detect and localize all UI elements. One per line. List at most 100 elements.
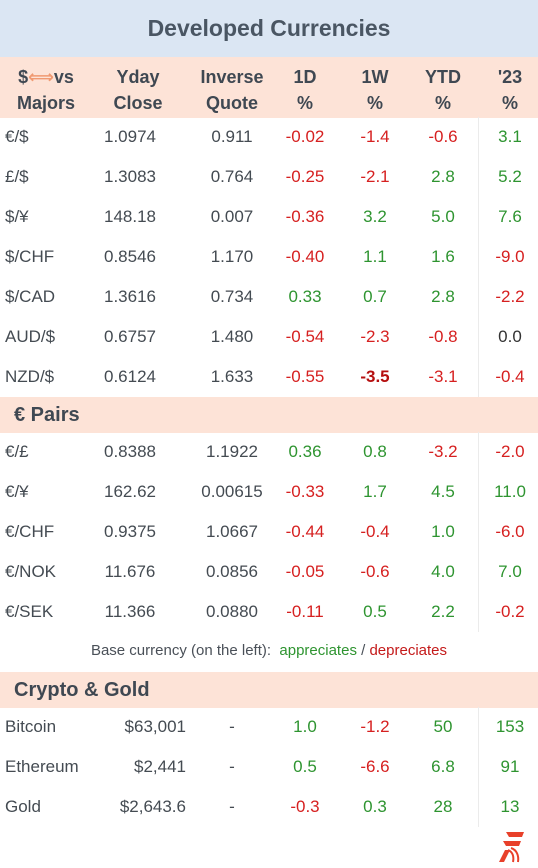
pair-name: AUD/$ xyxy=(5,327,56,346)
table-row: €/SEK 11.366 0.0880 -0.11 0.5 2.2 -0.2 xyxy=(0,592,538,632)
change-2023: 0.0 xyxy=(498,327,522,346)
change-2023: 91 xyxy=(500,757,520,776)
change-1d: -0.40 xyxy=(285,247,325,266)
page-title: Developed Currencies xyxy=(147,15,391,41)
color-legend: Base currency (on the left): appreciates… xyxy=(90,642,448,659)
yday-close: 11.676 xyxy=(104,562,156,581)
table-row: NZD/$ 0.6124 1.633 -0.55 -3.5 -3.1 -0.4 xyxy=(0,357,538,397)
change-1d: -0.11 xyxy=(286,602,324,621)
column-divider xyxy=(478,432,479,632)
column-divider xyxy=(478,117,479,397)
change-1d: 1.0 xyxy=(293,717,317,736)
table-row: $/CAD 1.3616 0.734 0.33 0.7 2.8 -2.2 xyxy=(0,277,538,317)
col-ytd-header: YTD% xyxy=(425,67,461,113)
change-2023: -0.4 xyxy=(495,367,525,386)
change-1d: 0.5 xyxy=(293,757,317,776)
inverse-quote: 0.911 xyxy=(211,127,253,146)
yday-close: 148.18 xyxy=(104,207,156,226)
euro-pairs-section-header: € Pairs xyxy=(0,397,538,433)
inverse-quote: 0.734 xyxy=(210,287,254,306)
pair-name: Bitcoin xyxy=(5,717,57,736)
change-2023: 7.6 xyxy=(498,207,522,226)
table-row: €/¥ 162.62 0.00615 -0.33 1.7 4.5 11.0 xyxy=(0,472,538,512)
yday-close: $63,001 xyxy=(124,717,186,736)
change-ytd: -3.2 xyxy=(428,442,458,461)
inverse-quote: 1.633 xyxy=(210,367,254,386)
yday-close: 1.0974 xyxy=(104,127,156,146)
inverse-quote: 1.0667 xyxy=(206,522,258,541)
pair-name: Gold xyxy=(5,797,41,816)
inverse-quote: 0.007 xyxy=(210,207,254,226)
inverse-quote: 1.480 xyxy=(210,327,254,346)
change-ytd: 4.0 xyxy=(431,562,455,581)
inverse-quote: 0.764 xyxy=(210,167,254,186)
col-close-header: Yday Close xyxy=(113,67,163,113)
change-ytd: -3.1 xyxy=(428,367,458,386)
change-1w: -2.1 xyxy=(360,167,390,186)
table-row: €/NOK 11.676 0.0856 -0.05 -0.6 4.0 7.0 xyxy=(0,552,538,592)
table-row: €/£ 0.8388 1.1922 0.36 0.8 -3.2 -2.0 xyxy=(0,432,538,472)
col-pair-header: $⟺vs Majors xyxy=(16,67,76,113)
pair-name: €/CHF xyxy=(5,522,55,541)
table-row: AUD/$ 0.6757 1.480 -0.54 -2.3 -0.8 0.0 xyxy=(0,317,538,357)
change-ytd: 5.0 xyxy=(431,207,455,226)
change-1w: -2.3 xyxy=(360,327,390,346)
change-ytd: -0.6 xyxy=(428,127,458,146)
pair-name: €/SEK xyxy=(5,602,54,621)
legend-appreciates: appreciates xyxy=(279,642,357,659)
change-1w: -0.4 xyxy=(360,522,390,541)
inverse-quote: - xyxy=(229,797,235,816)
change-1w: -6.6 xyxy=(360,757,390,776)
yday-close: 0.9375 xyxy=(104,522,156,541)
change-1w: 3.2 xyxy=(363,207,387,226)
crypto-gold-section-header: Crypto & Gold xyxy=(0,672,538,708)
inverse-quote: 0.0856 xyxy=(206,562,258,581)
change-1d: 0.33 xyxy=(288,287,322,306)
change-ytd: 28 xyxy=(433,797,453,816)
change-2023: -2.0 xyxy=(495,442,525,461)
legend-depreciates: depreciates xyxy=(369,642,448,659)
inverse-quote: 1.170 xyxy=(210,247,254,266)
pair-name: €/¥ xyxy=(5,482,29,501)
change-1d: 0.36 xyxy=(288,442,322,461)
change-ytd: 6.8 xyxy=(431,757,455,776)
change-2023: -6.0 xyxy=(495,522,525,541)
change-1w: 1.1 xyxy=(363,247,387,266)
change-ytd: 2.2 xyxy=(431,602,455,621)
table-row: €/CHF 0.9375 1.0667 -0.44 -0.4 1.0 -6.0 xyxy=(0,512,538,552)
change-1d: -0.33 xyxy=(285,482,325,501)
yday-close: 0.6124 xyxy=(104,367,156,386)
change-1w: 0.5 xyxy=(363,602,387,621)
change-ytd: 50 xyxy=(433,717,453,736)
change-ytd: 2.8 xyxy=(431,167,455,186)
change-2023: -2.2 xyxy=(495,287,525,306)
column-header: $⟺vs Majors Yday Close Inverse Quote 1D% 1… xyxy=(0,57,538,118)
pair-name: $/CHF xyxy=(5,247,55,266)
inverse-quote: 0.00615 xyxy=(201,482,263,501)
table-row: Bitcoin $63,001 - 1.0 -1.2 50 153 xyxy=(0,707,538,747)
table-row: Ethereum $2,441 - 0.5 -6.6 6.8 91 xyxy=(0,747,538,787)
change-1d: -0.25 xyxy=(285,167,325,186)
change-2023: -0.2 xyxy=(495,602,525,621)
yday-close: $2,643.6 xyxy=(119,797,186,816)
pair-name: €/£ xyxy=(5,442,29,461)
change-1w: -0.6 xyxy=(360,562,390,581)
pair-name: $/CAD xyxy=(5,287,56,306)
change-1w: 0.3 xyxy=(363,797,387,816)
title-bar: Developed Currencies xyxy=(0,0,538,57)
change-ytd: 2.8 xyxy=(431,287,455,306)
change-1d: -0.02 xyxy=(285,127,325,146)
change-1w: -3.5 xyxy=(360,367,390,386)
change-1d: -0.36 xyxy=(285,207,325,226)
change-1d: -0.3 xyxy=(290,797,320,816)
pair-name: €/NOK xyxy=(5,562,57,581)
double-arrow-icon: ⟺ xyxy=(28,67,54,87)
change-2023: -9.0 xyxy=(495,247,525,266)
change-ytd: 1.0 xyxy=(431,522,455,541)
change-1d: -0.55 xyxy=(285,367,325,386)
yday-close: 0.8546 xyxy=(104,247,156,266)
change-1w: 0.8 xyxy=(363,442,387,461)
change-1w: 0.7 xyxy=(363,287,387,306)
pair-name: €/$ xyxy=(5,127,29,146)
inverse-quote: - xyxy=(229,757,235,776)
